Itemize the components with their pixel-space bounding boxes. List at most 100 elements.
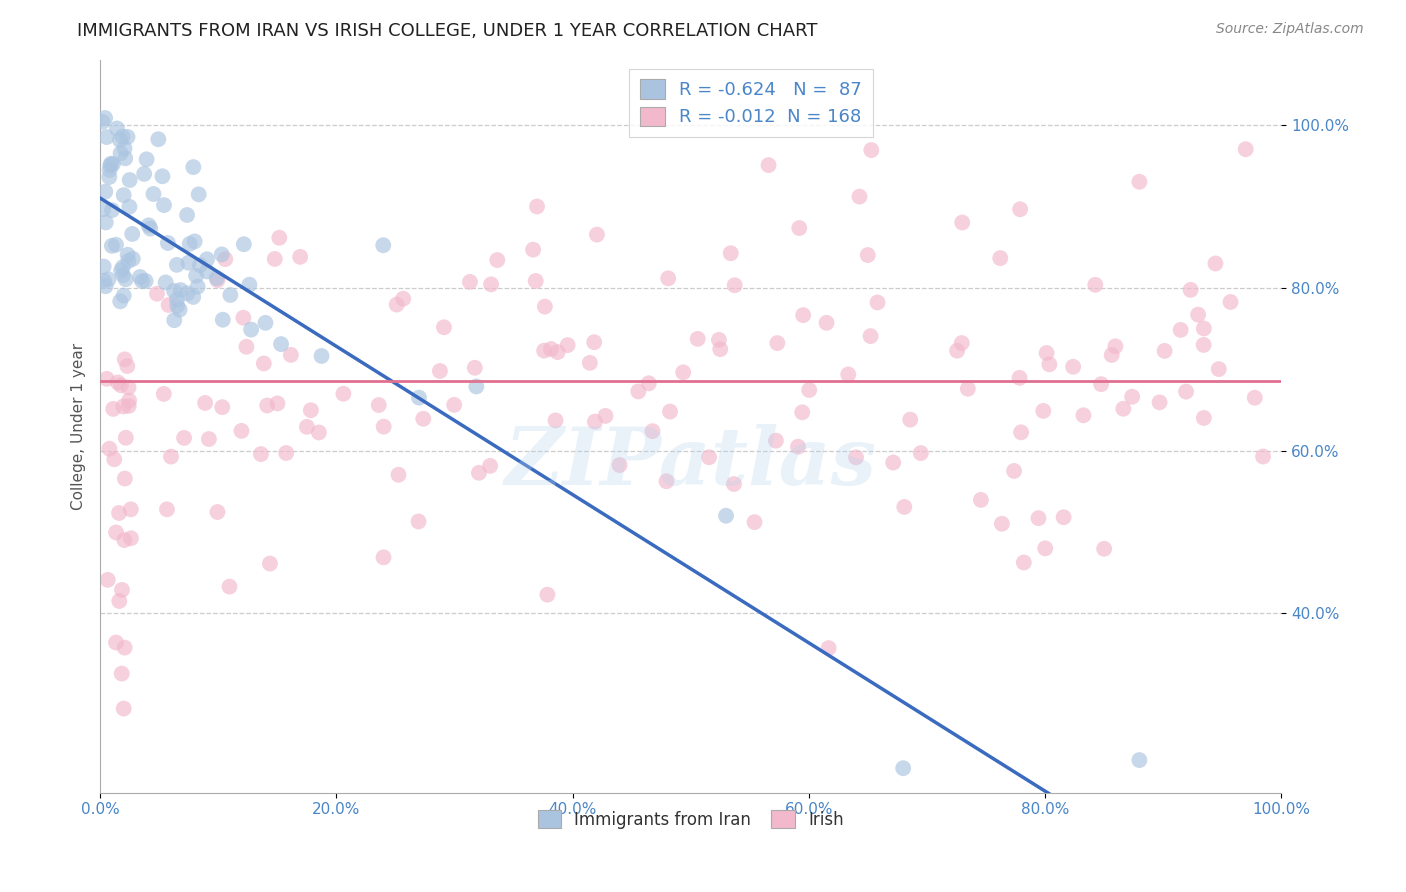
Point xyxy=(1092,541,1115,556)
Point xyxy=(1010,425,1032,440)
Point xyxy=(479,458,502,473)
Point xyxy=(163,313,186,327)
Point xyxy=(211,400,233,414)
Point xyxy=(117,248,139,262)
Point xyxy=(479,277,502,292)
Point xyxy=(169,302,191,317)
Point xyxy=(218,580,240,594)
Point xyxy=(408,391,430,405)
Point xyxy=(163,284,186,298)
Point xyxy=(131,274,153,288)
Point xyxy=(655,475,678,489)
Point xyxy=(859,329,882,343)
Point xyxy=(183,235,205,249)
Text: IMMIGRANTS FROM IRAN VS IRISH COLLEGE, UNDER 1 YEAR CORRELATION CHART: IMMIGRANTS FROM IRAN VS IRISH COLLEGE, U… xyxy=(77,22,818,40)
Point xyxy=(1251,450,1274,464)
Point xyxy=(156,235,179,250)
Point xyxy=(557,338,579,352)
Point xyxy=(101,157,124,171)
Point xyxy=(891,761,914,775)
Point xyxy=(970,492,993,507)
Point xyxy=(1010,202,1032,217)
Point xyxy=(697,450,720,465)
Point xyxy=(100,157,122,171)
Point xyxy=(882,456,904,470)
Point xyxy=(104,237,127,252)
Point xyxy=(429,364,451,378)
Point xyxy=(256,399,278,413)
Point xyxy=(1192,411,1215,425)
Point xyxy=(720,246,742,260)
Point xyxy=(1192,321,1215,335)
Point xyxy=(848,189,870,203)
Point xyxy=(547,345,569,359)
Point xyxy=(288,250,311,264)
Point xyxy=(1219,295,1241,310)
Point xyxy=(134,167,156,181)
Point xyxy=(240,323,263,337)
Point xyxy=(138,219,160,233)
Point xyxy=(121,252,143,266)
Point xyxy=(114,431,136,445)
Point xyxy=(299,403,322,417)
Point xyxy=(526,199,548,213)
Point xyxy=(707,333,730,347)
Point xyxy=(114,272,136,286)
Point xyxy=(103,401,125,416)
Point xyxy=(94,111,117,125)
Point xyxy=(181,160,204,174)
Point xyxy=(595,409,617,423)
Point xyxy=(198,432,221,446)
Point xyxy=(91,115,114,129)
Point xyxy=(117,380,139,394)
Point xyxy=(110,294,132,309)
Point xyxy=(1153,343,1175,358)
Point xyxy=(672,365,695,379)
Point xyxy=(112,400,135,414)
Point xyxy=(641,424,664,438)
Text: ZIPatlas: ZIPatlas xyxy=(505,424,877,501)
Point xyxy=(1170,323,1192,337)
Point xyxy=(103,452,125,467)
Point xyxy=(988,251,1011,265)
Point xyxy=(433,320,456,334)
Point xyxy=(686,332,709,346)
Point xyxy=(117,129,139,144)
Point xyxy=(155,276,177,290)
Point xyxy=(373,419,395,434)
Point xyxy=(121,227,143,241)
Point xyxy=(627,384,650,399)
Point xyxy=(112,288,135,302)
Point xyxy=(117,359,139,373)
Point xyxy=(98,169,121,184)
Point xyxy=(146,286,169,301)
Point xyxy=(270,337,292,351)
Point xyxy=(254,316,277,330)
Point xyxy=(105,525,128,540)
Point xyxy=(105,121,128,136)
Point xyxy=(195,252,218,267)
Point xyxy=(118,200,141,214)
Point xyxy=(1032,404,1054,418)
Point xyxy=(408,515,430,529)
Point xyxy=(898,412,921,426)
Point xyxy=(188,258,211,272)
Point xyxy=(157,298,180,312)
Point xyxy=(443,398,465,412)
Point xyxy=(540,342,562,356)
Point xyxy=(111,582,134,597)
Point xyxy=(205,271,228,285)
Point xyxy=(1028,511,1050,525)
Point xyxy=(412,411,434,425)
Point xyxy=(184,268,207,283)
Point xyxy=(93,274,115,288)
Point xyxy=(866,295,889,310)
Point xyxy=(177,256,200,270)
Point xyxy=(1128,175,1150,189)
Point xyxy=(586,227,609,242)
Point xyxy=(1084,277,1107,292)
Point xyxy=(910,446,932,460)
Point xyxy=(253,356,276,370)
Point xyxy=(94,279,117,293)
Point xyxy=(744,515,766,529)
